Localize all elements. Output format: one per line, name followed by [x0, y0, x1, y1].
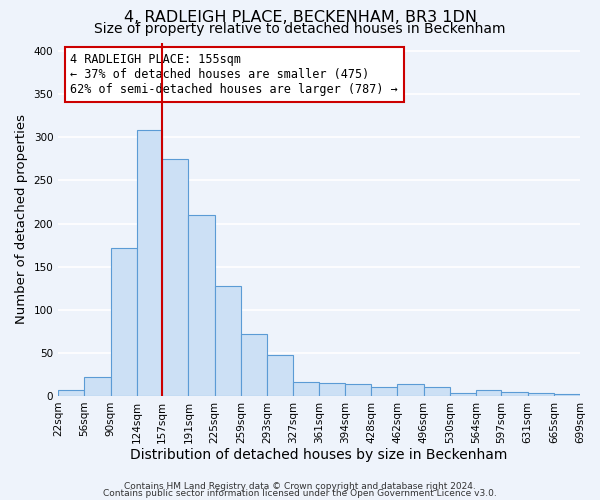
Bar [554, 394, 580, 396]
Bar [162, 159, 188, 396]
Bar [188, 215, 215, 396]
Bar [293, 382, 319, 396]
Bar [267, 354, 293, 396]
Text: 4 RADLEIGH PLACE: 155sqm
← 37% of detached houses are smaller (475)
62% of semi-: 4 RADLEIGH PLACE: 155sqm ← 37% of detach… [70, 53, 398, 96]
Bar [345, 384, 371, 396]
Text: 4, RADLEIGH PLACE, BECKENHAM, BR3 1DN: 4, RADLEIGH PLACE, BECKENHAM, BR3 1DN [124, 10, 476, 25]
Bar [527, 394, 554, 396]
Bar [137, 130, 162, 396]
Bar [476, 390, 502, 396]
Bar [241, 334, 267, 396]
Bar [502, 392, 527, 396]
Bar [319, 383, 345, 396]
Bar [58, 390, 85, 396]
Text: Contains HM Land Registry data © Crown copyright and database right 2024.: Contains HM Land Registry data © Crown c… [124, 482, 476, 491]
Bar [215, 286, 241, 396]
Bar [371, 388, 397, 396]
Text: Size of property relative to detached houses in Beckenham: Size of property relative to detached ho… [94, 22, 506, 36]
Bar [397, 384, 424, 396]
Bar [85, 377, 110, 396]
Bar [424, 388, 450, 396]
Text: Contains public sector information licensed under the Open Government Licence v3: Contains public sector information licen… [103, 489, 497, 498]
Bar [450, 394, 476, 396]
X-axis label: Distribution of detached houses by size in Beckenham: Distribution of detached houses by size … [130, 448, 508, 462]
Y-axis label: Number of detached properties: Number of detached properties [15, 114, 28, 324]
Bar [110, 248, 137, 396]
